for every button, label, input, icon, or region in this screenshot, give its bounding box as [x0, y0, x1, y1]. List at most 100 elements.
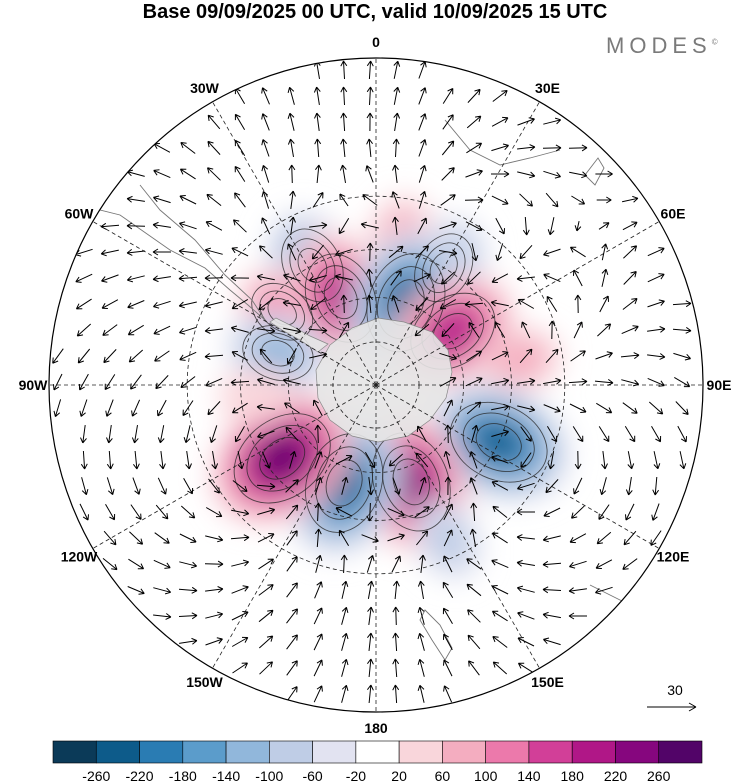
wind-arrow-icon	[547, 451, 555, 470]
wind-arrow-icon	[601, 268, 609, 287]
colorbar-tick-label: -140	[212, 768, 240, 783]
wind-arrow-icon	[179, 637, 198, 645]
wind-arrow-icon	[341, 658, 349, 677]
wind-arrow-icon	[520, 426, 532, 442]
colorbar-swatch	[442, 740, 486, 764]
wind-arrow-icon	[596, 196, 612, 204]
wind-arrow-icon	[470, 502, 478, 522]
wind-arrow-icon	[314, 451, 323, 469]
wind-arrow-icon	[388, 453, 404, 467]
wind-arrow-icon	[623, 271, 637, 285]
contour-line	[325, 459, 363, 507]
wind-arrow-icon	[257, 377, 275, 385]
wind-arrow-icon	[126, 195, 145, 203]
wind-arrow-icon	[443, 450, 451, 469]
wind-arrow-icon	[179, 168, 196, 180]
wind-arrow-icon	[311, 244, 324, 260]
wind-arrow-icon	[417, 658, 425, 677]
wind-arrow-icon	[286, 686, 298, 702]
wind-arrow-icon	[205, 586, 224, 593]
colorbar-tick-label: -220	[125, 768, 153, 783]
wind-arrow-icon	[650, 530, 662, 546]
wind-arrow-icon	[440, 194, 456, 206]
map-boundary	[48, 57, 704, 713]
wind-arrow-icon	[179, 326, 197, 335]
wind-arrow-icon	[521, 321, 531, 339]
wind-arrow-icon	[418, 87, 427, 105]
longitude-label: 30W	[190, 80, 220, 96]
wind-arrow-icon	[205, 377, 223, 387]
wind-arrow-icon	[388, 245, 404, 259]
wind-arrow-icon	[339, 164, 347, 183]
wind-arrow-icon	[443, 529, 453, 547]
wind-arrow-icon	[100, 222, 120, 230]
colorbar-swatch	[225, 740, 270, 764]
wind-arrow-icon	[231, 559, 250, 567]
wind-arrow-icon	[258, 298, 274, 311]
wind-arrow-icon	[491, 429, 509, 437]
wind-arrow-icon	[366, 138, 374, 158]
colorbar-tick-label: 140	[517, 768, 541, 783]
contour-line	[259, 436, 306, 480]
wind-arrow-icon	[392, 684, 400, 704]
wind-arrow-icon	[314, 138, 322, 158]
wind-arrow-icon	[574, 294, 582, 314]
wind-arrow-icon	[231, 611, 249, 621]
wind-arrow-icon	[490, 299, 509, 307]
wind-arrow-icon	[128, 349, 144, 363]
wind-arrow-icon	[598, 504, 610, 520]
colorbar-tick-label: 20	[391, 768, 407, 783]
wind-arrow-icon	[178, 274, 198, 282]
wind-arrow-icon	[180, 376, 196, 388]
wind-arrow-icon	[598, 222, 610, 230]
wind-arrow-icon	[465, 221, 483, 231]
wind-arrow-icon	[648, 401, 664, 415]
wind-arrow-icon	[391, 555, 401, 573]
wind-arrow-icon	[390, 270, 402, 286]
wind-arrow-icon	[207, 401, 221, 416]
wind-arrow-icon	[105, 503, 116, 521]
anomaly-blob	[264, 441, 300, 475]
wind-arrow-icon	[467, 271, 481, 285]
wind-arrow-icon	[159, 451, 166, 470]
meridian-line	[212, 384, 377, 669]
wind-arrow-icon	[340, 112, 348, 132]
wind-arrow-icon	[387, 533, 405, 542]
colorbar-swatch	[658, 740, 703, 764]
wind-arrow-icon	[621, 325, 639, 335]
wind-arrow-icon	[543, 377, 562, 385]
wind-arrow-icon	[338, 529, 350, 546]
wind-arrow-icon	[154, 350, 170, 362]
colorbar-swatch	[615, 740, 660, 764]
longitude-label: 90E	[707, 377, 732, 393]
wind-arrow-icon	[259, 661, 273, 675]
wind-arrow-icon	[442, 87, 454, 104]
wind-arrow-icon	[340, 60, 348, 80]
wind-arrow-icon	[392, 138, 400, 158]
wind-arrow-icon	[444, 424, 452, 444]
wind-arrow-icon	[621, 195, 639, 203]
wind-arrow-icon	[441, 140, 455, 156]
wind-arrow-icon	[651, 503, 660, 521]
wind-arrow-icon	[391, 191, 400, 209]
wind-arrow-icon	[627, 451, 635, 470]
wind-arrow-icon	[495, 243, 504, 261]
wind-arrow-icon	[261, 87, 270, 105]
wind-arrow-icon	[443, 503, 453, 521]
wind-arrow-icon	[309, 351, 328, 359]
wind-arrow-icon	[261, 139, 270, 157]
colorbar-tick-label: 260	[647, 768, 671, 783]
wind-arrow-icon	[367, 580, 375, 599]
wind-arrow-icon	[361, 534, 379, 543]
wind-arrow-icon	[286, 608, 298, 624]
wind-arrow-icon	[341, 580, 349, 599]
colorbar-swatch	[312, 740, 357, 764]
wind-arrow-icon	[338, 218, 350, 235]
wind-arrow-icon	[443, 659, 453, 677]
wind-arrow-icon	[491, 143, 509, 152]
wind-arrow-icon	[569, 403, 587, 413]
wind-arrow-icon	[259, 245, 273, 259]
wind-arrow-icon	[53, 373, 63, 391]
wind-arrow-icon	[204, 247, 223, 255]
colorbar-tick-label: 220	[604, 768, 628, 783]
